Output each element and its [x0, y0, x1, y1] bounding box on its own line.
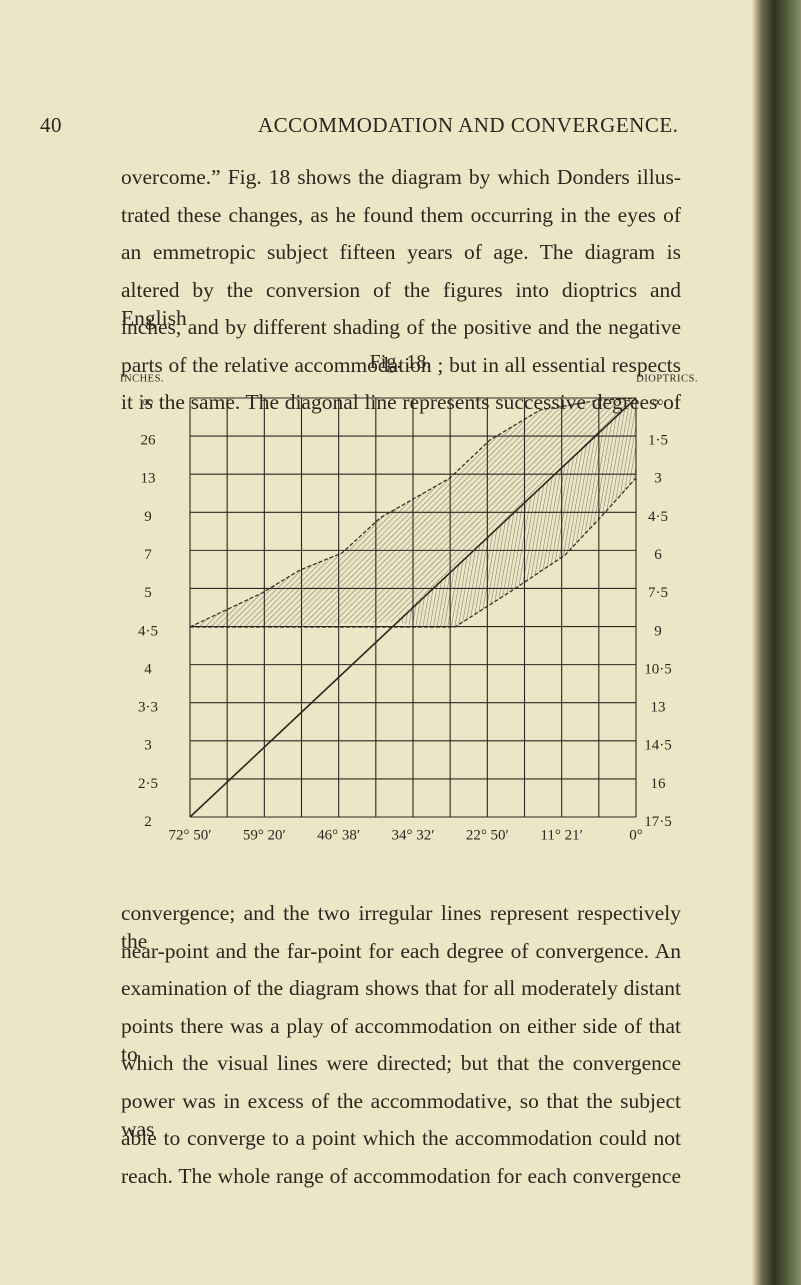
- right-label: 3: [654, 471, 662, 487]
- text-line: power was in excess of the accommodative…: [121, 1087, 681, 1141]
- left-label: 3·3: [138, 700, 158, 716]
- bottom-label: 34° 32′: [391, 827, 434, 843]
- right-label: 14·5: [644, 738, 672, 754]
- left-label: 2·5: [138, 776, 158, 792]
- left-label: 2: [144, 814, 152, 830]
- running-title: ACCOMMODATION AND CONVERGENCE.: [258, 113, 679, 137]
- left-label: 7: [144, 547, 152, 563]
- text-line: inches, and by different shading of the …: [121, 313, 681, 341]
- convergence-diagonal: [189, 397, 637, 818]
- left-label: 4·5: [138, 623, 158, 639]
- text: reach. The whole range of accommodation …: [121, 1163, 681, 1188]
- text: which the visual lines were directed; bu…: [121, 1051, 681, 1075]
- text: altered by the conversion of the figures…: [121, 277, 681, 330]
- left-label: 26: [141, 433, 157, 449]
- left-axis-title: INCHES.: [120, 373, 164, 384]
- text-line: overcome.” Fig. 18 shows the diagram by …: [121, 163, 681, 191]
- diagram: INCHES. DIOPTRICS. ∞ 26 13 9 7 5 4·5 4 3·3 3 2·5 2 ∞…: [120, 373, 698, 843]
- text-line: parts of the relative accommodation ; bu…: [121, 351, 681, 379]
- left-label: 3: [144, 738, 152, 754]
- text-line: trated these changes, as he found them o…: [121, 201, 681, 229]
- bottom-label: 11° 21′: [540, 827, 582, 843]
- right-label: 9: [654, 623, 662, 639]
- text: inches, and by different shading of the …: [121, 315, 681, 339]
- page-edge: [752, 0, 801, 1285]
- left-label: 5: [144, 585, 152, 601]
- text: examination of the diagram shows that fo…: [121, 976, 681, 1000]
- near-point-line: [189, 397, 637, 628]
- bottom-label: 72° 50′: [168, 827, 211, 843]
- text: power was in excess of the accommodative…: [121, 1088, 681, 1141]
- text-line: which the visual lines were directed; bu…: [121, 1049, 681, 1077]
- left-label: ∞: [143, 394, 154, 410]
- bottom-label: 59° 20′: [243, 827, 286, 843]
- text-line: altered by the conversion of the figures…: [121, 276, 681, 330]
- right-label: 13: [651, 700, 666, 716]
- grid: [189, 397, 637, 818]
- left-label: 13: [141, 471, 156, 487]
- text-line: examination of the diagram shows that fo…: [121, 974, 681, 1002]
- text: near-point and the far-point for each de…: [121, 938, 681, 963]
- text: convergence; and the two irregular lines…: [121, 901, 681, 953]
- text: trated these changes, as he found them o…: [121, 202, 681, 227]
- bottom-label: 0°: [629, 827, 643, 843]
- text-line: reach. The whole range of accommodation …: [121, 1162, 681, 1190]
- text: overcome.” Fig. 18 shows the diagram by …: [121, 165, 681, 189]
- right-label: 6: [654, 547, 662, 563]
- bottom-label: 46° 38′: [317, 827, 360, 843]
- text-line: points there was a play of accommodation…: [121, 1012, 681, 1066]
- left-label: 9: [144, 509, 152, 525]
- text-line: an emmetropic subject fifteen years of a…: [121, 238, 681, 266]
- text-line: convergence; and the two irregular lines…: [121, 899, 681, 953]
- right-label: 17·5: [644, 814, 672, 830]
- text: able to converge to a point which the ac…: [121, 1126, 681, 1150]
- text: an emmetropic subject fifteen years of a…: [121, 240, 681, 264]
- page-number: 40: [40, 113, 62, 137]
- figure-caption: Fig. 18.: [369, 351, 432, 373]
- text: points there was a play of accommodation…: [121, 1013, 681, 1066]
- right-label: 4·5: [648, 509, 668, 525]
- right-label: 16: [651, 776, 667, 792]
- text: parts of the relative accommodation ; bu…: [121, 352, 681, 377]
- left-label: 4: [144, 661, 152, 677]
- right-label: 1·5: [648, 433, 668, 449]
- text-line: near-point and the far-point for each de…: [121, 937, 681, 965]
- text-line: able to converge to a point which the ac…: [121, 1124, 681, 1152]
- right-label: 10·5: [644, 661, 672, 677]
- bottom-label: 22° 50′: [466, 827, 509, 843]
- right-axis-title: DIOPTRICS.: [636, 373, 698, 384]
- right-label: 7·5: [648, 585, 668, 601]
- right-label: ∞: [653, 394, 664, 410]
